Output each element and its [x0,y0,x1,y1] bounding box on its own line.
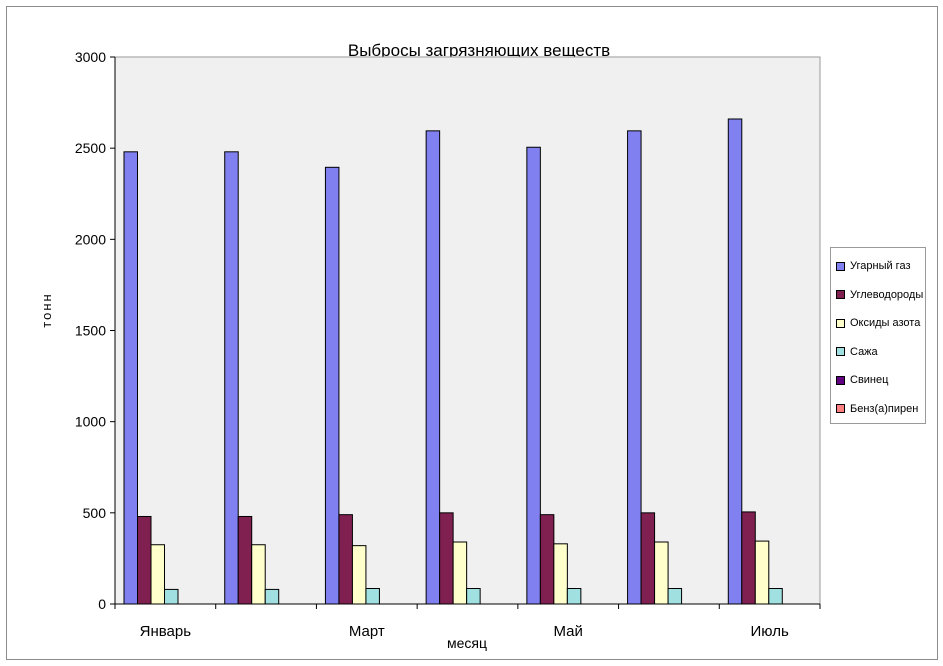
legend-item: Сажа [836,345,878,359]
x-tick-label: Март [349,623,385,640]
legend-label: Углеводороды [850,288,924,301]
y-tick-label: 3000 [75,49,106,65]
bar [264,588,280,605]
bar [123,151,138,605]
bar [754,540,770,605]
bar [452,541,468,605]
y-axis-label: тонн [39,292,54,327]
legend-swatch [836,290,845,299]
bar [526,146,541,605]
legend-label: Сажа [850,345,878,358]
y-tick-label: 0 [98,596,106,612]
chart-title: Выбросы загрязняющих веществ [348,41,610,60]
legend-item: Угарный газ [836,259,911,273]
legend-item: Свинец [836,373,888,387]
bar [425,130,441,605]
legend-item: Бенз(а)пирен [836,402,918,416]
bar [164,588,179,605]
y-tick-label: 500 [83,505,107,521]
bar [640,512,656,605]
bar [439,512,454,605]
legend-item: Углеводороды [836,288,923,302]
plot-background [114,56,821,605]
bar [627,130,642,605]
y-tick-label: 2500 [75,140,106,156]
plot-area: 0 500 1000 1500 2000 2500 3000 Январь Март Май Июл… [75,49,821,640]
bar [324,166,340,605]
bar [539,514,555,605]
bar [251,544,266,605]
bar [365,588,380,605]
y-tick-label: 1500 [75,323,106,339]
legend-label: Угарный газ [850,260,911,272]
bar [150,544,165,605]
bar [566,588,582,605]
legend-swatch [836,375,845,385]
bar [237,515,253,605]
y-tick-label: 2000 [75,231,106,247]
legend-label: Бенз(а)пирен [850,402,919,415]
x-axis-label: месяц [447,635,487,651]
legend-swatch [836,404,845,413]
x-tick-label: Июль [751,623,789,640]
bar [654,541,669,605]
y-tick-label: 1000 [75,414,106,430]
bar [137,515,152,605]
legend-swatch [836,318,845,328]
legend-swatch [836,347,845,356]
bar [667,588,683,605]
legend-swatch [836,261,845,271]
bar [466,588,481,605]
legend-label: Оксиды азота [850,317,921,329]
legend-label: Свинец [850,374,889,386]
bar [553,543,568,605]
bar [741,511,756,605]
bar [224,151,239,605]
legend-item: Оксиды азота [836,316,920,330]
bar [727,118,743,605]
bar [768,588,783,605]
bar [338,514,353,605]
x-tick-label: Май [554,623,583,640]
bar [351,545,367,605]
chart-legend: Угарный газ Углеводороды Оксиды азота Сажа С… [830,247,926,424]
x-tick-label: Январь [140,623,192,640]
